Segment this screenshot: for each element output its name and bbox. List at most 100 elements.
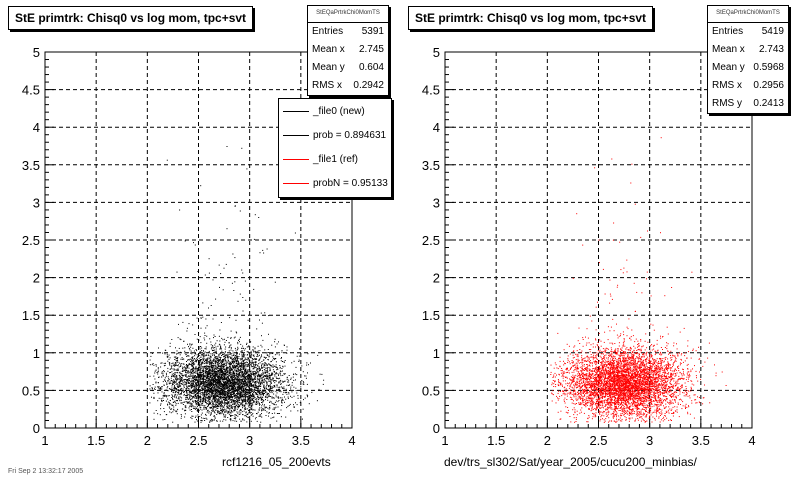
data-point [192, 390, 194, 392]
data-point [190, 403, 192, 405]
data-point [207, 354, 209, 356]
data-point [251, 409, 253, 411]
data-point [188, 402, 189, 404]
data-point [206, 377, 207, 379]
data-point [209, 372, 210, 374]
data-point [196, 361, 197, 363]
data-point [264, 366, 266, 368]
data-point [268, 394, 270, 396]
data-point [216, 395, 218, 397]
data-point [265, 374, 267, 376]
data-point [259, 375, 261, 377]
data-point [266, 365, 268, 367]
data-point [233, 409, 235, 411]
data-point [223, 377, 225, 379]
data-point [206, 418, 208, 420]
data-point [188, 392, 190, 394]
data-point [219, 393, 221, 395]
data-point [227, 387, 229, 388]
data-point [280, 379, 282, 381]
data-point [260, 399, 262, 400]
data-point [251, 381, 253, 383]
data-point [218, 382, 219, 383]
data-point [263, 364, 265, 366]
data-point [206, 389, 208, 391]
data-point [225, 385, 227, 387]
data-point [232, 415, 234, 416]
data-point [207, 358, 209, 360]
data-point [246, 354, 248, 356]
data-point [151, 388, 153, 390]
data-point [213, 395, 214, 397]
data-point [283, 361, 285, 363]
data-point [174, 391, 176, 393]
data-point [215, 386, 217, 388]
data-point [199, 386, 201, 388]
data-point [243, 388, 245, 390]
data-point [157, 413, 159, 415]
data-point [245, 385, 247, 387]
data-point [234, 410, 236, 411]
data-point [213, 367, 215, 369]
data-point [212, 365, 214, 367]
data-point [169, 364, 171, 366]
data-point [220, 396, 222, 398]
data-point [231, 373, 233, 375]
data-point [219, 368, 221, 370]
data-point [200, 372, 202, 374]
data-point [239, 371, 241, 373]
data-point [227, 376, 229, 377]
data-point [253, 355, 255, 357]
data-point [243, 365, 245, 367]
data-point [218, 370, 220, 372]
data-point [220, 369, 222, 370]
data-point [219, 348, 221, 349]
data-point [201, 391, 203, 393]
data-point [220, 393, 222, 395]
data-point [217, 385, 219, 387]
data-point [188, 383, 190, 384]
data-point [210, 371, 212, 373]
data-point [240, 381, 242, 382]
data-point [268, 356, 270, 358]
data-point [213, 377, 215, 379]
data-point [259, 377, 261, 379]
data-point [199, 371, 201, 373]
data-point [157, 371, 159, 373]
data-point [207, 379, 209, 381]
data-point [220, 388, 222, 390]
data-point [237, 377, 239, 379]
data-point [241, 356, 243, 358]
data-point [250, 361, 252, 363]
data-point [212, 350, 213, 352]
data-point [229, 384, 231, 386]
data-point [240, 358, 242, 360]
data-point [238, 404, 240, 406]
data-point [173, 409, 175, 411]
data-point [218, 380, 220, 382]
data-point [212, 360, 214, 362]
data-point [203, 400, 205, 402]
data-point [253, 365, 255, 367]
data-point [164, 364, 166, 366]
data-point [253, 364, 255, 366]
data-point [228, 374, 230, 376]
data-point [185, 388, 187, 390]
data-point [271, 396, 273, 398]
data-point [218, 357, 220, 358]
data-point [220, 367, 222, 369]
data-point [236, 384, 238, 386]
data-point [242, 356, 244, 357]
data-point [279, 366, 281, 368]
data-point [215, 361, 217, 363]
data-point [272, 386, 274, 388]
data-point [213, 369, 215, 371]
data-point [222, 359, 223, 361]
data-point [224, 348, 226, 350]
data-point [200, 377, 202, 379]
data-point [203, 380, 204, 382]
data-point [243, 379, 245, 381]
data-point [197, 397, 199, 399]
data-point [233, 393, 235, 395]
data-point [218, 377, 220, 379]
